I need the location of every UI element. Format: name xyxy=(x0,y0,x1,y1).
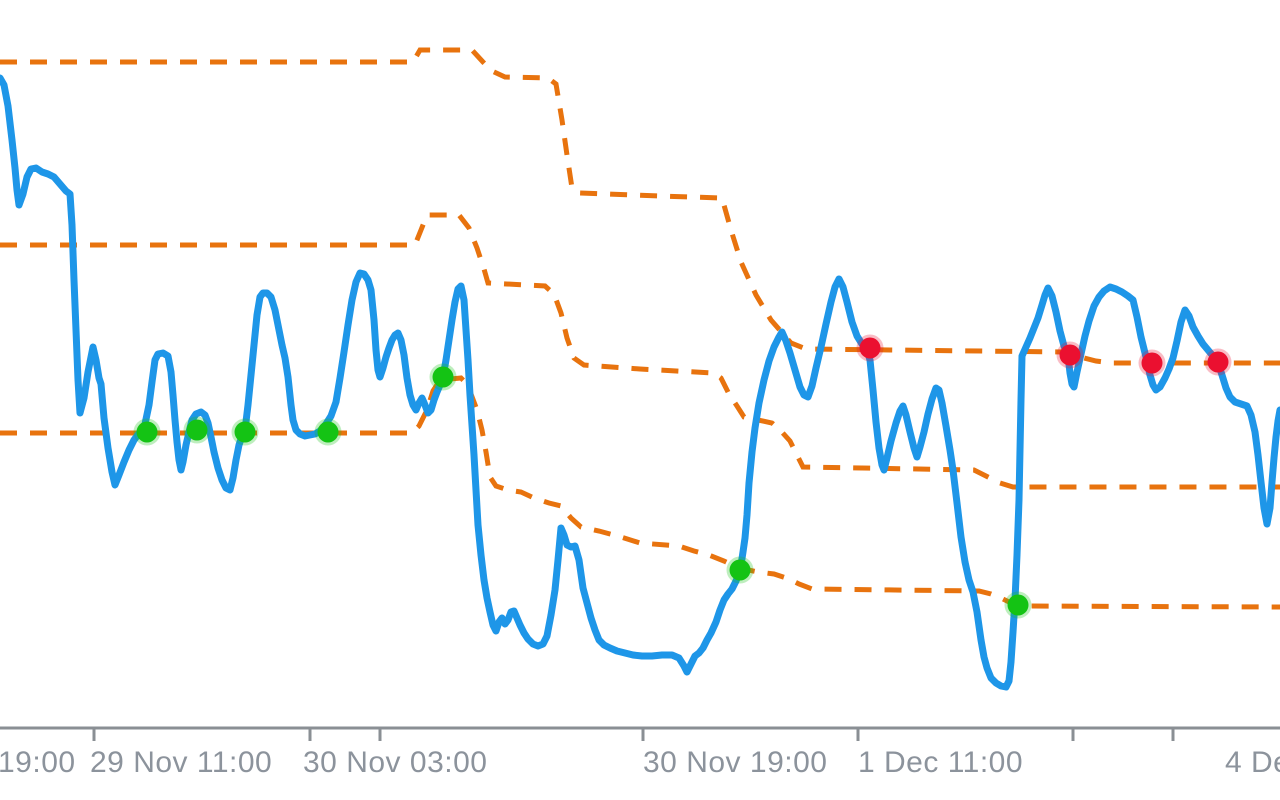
axis-label: 30 Nov 19:00 xyxy=(643,746,827,779)
axis-label: 4 Dec 03:00 xyxy=(1225,746,1280,779)
price-line xyxy=(0,74,1280,691)
axis-label: 1 Dec 11:00 xyxy=(858,746,1023,779)
sell-signal-dot xyxy=(1207,351,1229,373)
buy-signal-dot xyxy=(136,421,158,443)
buy-signal-dot xyxy=(432,366,454,388)
axis-label: 30 Nov 03:00 xyxy=(303,746,487,779)
sell-signal-dot xyxy=(1141,352,1163,374)
lower-level-line xyxy=(0,375,1280,610)
buy-signal-dot xyxy=(1007,594,1029,616)
buy-signal-dot xyxy=(317,421,339,443)
axis-label: 29 Nov 11:00 xyxy=(90,746,272,779)
sell-signal-dot xyxy=(1059,344,1081,366)
level-lines-group xyxy=(0,47,1280,610)
price-line-group xyxy=(0,74,1280,691)
upper-level-line xyxy=(0,47,1280,366)
buy-signal-dot xyxy=(186,419,208,441)
axis-label: 19:00 xyxy=(0,746,76,779)
sell-signal-dot xyxy=(859,337,881,359)
middle-level-line xyxy=(0,212,1280,490)
time-axis-group: 19:00 29 Nov 11:00 30 Nov 03:00 30 Nov 19:0… xyxy=(0,726,1280,779)
buy-signal-dot xyxy=(234,421,256,443)
signal-markers-group xyxy=(133,334,1232,619)
buy-signal-dot xyxy=(729,559,751,581)
